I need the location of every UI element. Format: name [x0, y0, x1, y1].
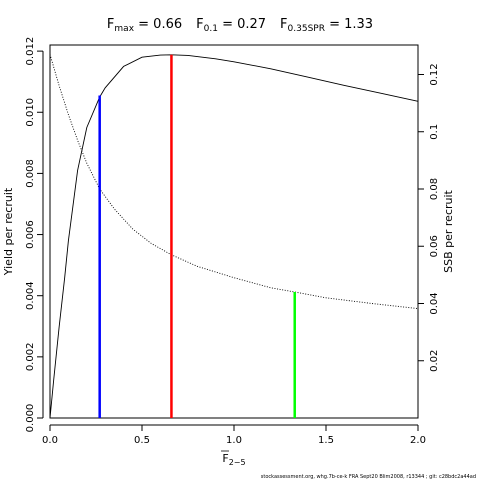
x-tick-label: 0.5 [134, 435, 150, 446]
y-axis-right: 0.02 0.04 0.06 0.08 0.1 0.12 [417, 63, 440, 372]
reference-lines [98, 54, 296, 418]
x-axis: 0.0 0.5 1.0 1.5 2.0 [42, 424, 426, 446]
y2-axis-label: SSB per recruit [442, 189, 455, 272]
series-ssb-line [49, 54, 419, 310]
title-subscript: 0.1 [204, 24, 218, 34]
title-value: = 0.66 [134, 17, 182, 32]
chart-title: Fmax = 0.66 F0.1 = 0.27 F0.35SPR = 1.33 [107, 17, 373, 34]
title-symbol: F [280, 17, 287, 32]
y2-tick-label: 0.04 [429, 292, 440, 314]
x-tick-label: 1.5 [318, 435, 334, 446]
y-tick-label: 0.006 [25, 220, 36, 249]
x-tick-label: 2.0 [410, 435, 426, 446]
y2-tick-label: 0.1 [429, 124, 440, 140]
y-tick-label: 0.002 [25, 343, 36, 372]
series-yield-line [49, 54, 419, 419]
x-label-symbol: F [222, 452, 228, 465]
y2-tick-label: 0.06 [429, 235, 440, 257]
y-tick-label: 0.004 [25, 281, 36, 310]
title-value: = 1.33 [325, 17, 373, 32]
title-value: = 0.27 [218, 17, 266, 32]
title-symbol: F [196, 17, 203, 32]
y-tick-label: 0.012 [25, 37, 36, 66]
y-axis-left: 0.000 0.002 0.004 0.006 0.008 0.010 0.012 [25, 37, 44, 433]
y-axis-label: Yield per recruit [2, 187, 15, 276]
y2-tick-label: 0.12 [429, 63, 440, 85]
y-tick-label: 0.010 [25, 98, 36, 127]
title-subscript: max [114, 24, 134, 34]
footer-note: stockassessment.org, whg.7b-ce-k FRA Sep… [261, 474, 476, 480]
y2-tick-label: 0.08 [429, 178, 440, 200]
series-layer [49, 54, 419, 419]
x-tick-label: 0.0 [42, 435, 58, 446]
y-tick-label: 0.008 [25, 159, 36, 188]
title-subscript: 0.35SPR [288, 24, 325, 34]
y2-tick-label: 0.02 [429, 350, 440, 372]
x-tick-label: 1.0 [226, 435, 242, 446]
plot-frame [49, 44, 419, 419]
x-label-subscript: 2−5 [229, 458, 246, 467]
chart-title-text: Fmax = 0.66 F0.1 = 0.27 F0.35SPR = 1.33 [107, 17, 373, 34]
x-axis-label-text: F2−5 [222, 452, 245, 467]
x-axis-label: F2−5 [221, 450, 246, 467]
y-tick-label: 0.000 [25, 404, 36, 433]
title-symbol: F [107, 17, 114, 32]
